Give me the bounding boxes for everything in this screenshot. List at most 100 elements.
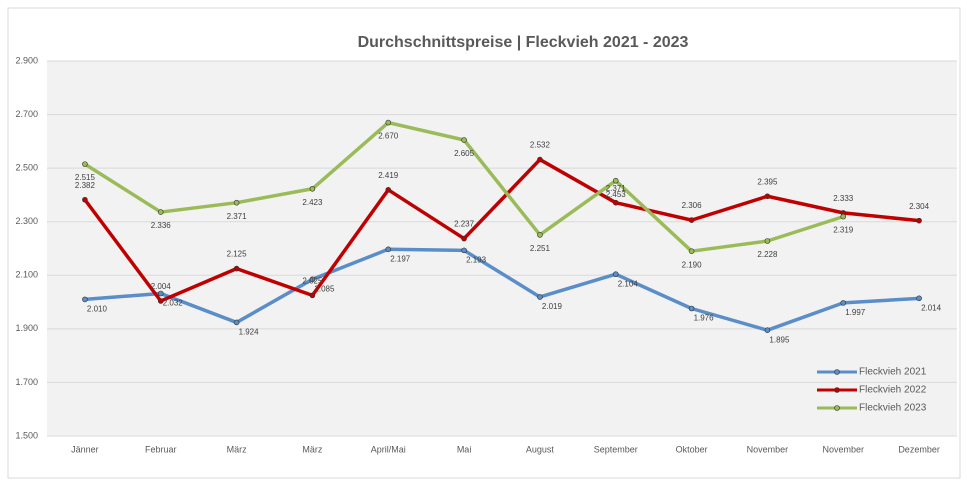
data-label: 2.419 <box>378 171 399 180</box>
series-line <box>83 157 920 303</box>
data-point <box>537 156 543 163</box>
data-point <box>688 305 695 312</box>
plot-area <box>47 61 957 436</box>
data-point <box>157 298 164 304</box>
y-tick-label: 1.500 <box>15 430 38 440</box>
data-label: 2.532 <box>530 141 551 150</box>
data-point <box>385 119 392 126</box>
data-label: 2.371 <box>606 184 627 193</box>
data-point <box>916 217 922 224</box>
data-point <box>688 217 695 223</box>
data-point <box>309 185 316 192</box>
y-tick-label: 2.700 <box>15 109 38 119</box>
data-point <box>233 319 240 326</box>
data-label: 2.371 <box>227 212 248 221</box>
legend-marker <box>834 369 840 375</box>
data-label: 2.228 <box>757 250 778 259</box>
x-tick-label: Jänner <box>71 444 99 454</box>
data-label: 2.010 <box>87 305 108 314</box>
x-tick-label: Oktober <box>676 444 708 454</box>
data-point <box>537 232 543 238</box>
legend-marker <box>834 387 840 393</box>
data-label: 2.025 <box>302 276 323 285</box>
data-label: 2.125 <box>227 250 248 259</box>
data-point <box>309 276 316 283</box>
data-point <box>385 246 392 253</box>
legend-marker <box>834 405 840 411</box>
data-label: 1.976 <box>694 314 715 323</box>
x-tick-label: März <box>227 444 247 454</box>
data-label: 2.032 <box>163 299 184 308</box>
data-point <box>233 265 240 272</box>
data-point <box>764 327 771 333</box>
data-point <box>82 161 88 167</box>
x-tick-label: November <box>747 444 789 454</box>
data-point <box>764 238 771 244</box>
y-tick-label: 1.900 <box>15 323 38 333</box>
data-label: 2.019 <box>542 302 563 311</box>
data-label: 2.004 <box>151 282 172 291</box>
data-point <box>688 248 695 254</box>
data-point <box>537 294 543 300</box>
data-label: 2.193 <box>466 255 487 264</box>
x-tick-label: Dezember <box>898 444 940 454</box>
data-point <box>385 187 392 193</box>
data-point <box>764 193 771 200</box>
data-label: 2.515 <box>75 173 96 182</box>
data-label: 2.190 <box>682 260 703 269</box>
data-point <box>840 213 847 220</box>
legend-label: Fleckvieh 2023 <box>859 403 927 414</box>
y-tick-label: 2.500 <box>15 163 38 173</box>
data-label: 2.251 <box>530 244 551 253</box>
x-tick-label: Mai <box>457 444 472 454</box>
data-label: 2.306 <box>682 201 703 210</box>
data-label: 2.237 <box>454 220 475 229</box>
x-tick-label: April/Mai <box>371 444 406 454</box>
data-label: 2.336 <box>151 221 172 230</box>
data-point <box>157 209 164 215</box>
data-point <box>82 196 88 203</box>
x-tick-label: September <box>594 444 638 454</box>
data-label: 2.395 <box>757 177 778 186</box>
data-point <box>612 199 619 206</box>
series-line <box>84 247 920 332</box>
data-label: 2.605 <box>454 149 475 158</box>
data-point <box>840 300 847 306</box>
data-point <box>612 177 619 184</box>
data-label: 2.085 <box>314 284 335 293</box>
data-label: 2.423 <box>302 198 323 207</box>
data-point <box>916 295 922 302</box>
x-tick-label: März <box>302 444 322 454</box>
data-label: 1.924 <box>239 328 260 337</box>
data-point <box>233 199 240 206</box>
y-tick-label: 1.700 <box>15 377 38 387</box>
data-label: 2.104 <box>618 279 639 288</box>
data-point <box>309 292 316 299</box>
data-label: 2.304 <box>909 202 930 211</box>
data-label: 2.382 <box>75 181 96 190</box>
data-label: 2.319 <box>833 226 854 235</box>
y-tick-label: 2.300 <box>15 216 38 226</box>
data-label: 1.895 <box>769 335 790 344</box>
data-label: 1.997 <box>845 308 866 317</box>
data-point <box>157 290 164 297</box>
data-label: 2.197 <box>390 254 411 263</box>
data-label: 2.453 <box>606 190 627 199</box>
x-tick-label: Februar <box>145 444 177 454</box>
x-tick-label: November <box>822 444 864 454</box>
y-tick-label: 2.100 <box>15 270 38 280</box>
data-point <box>82 296 88 303</box>
legend-label: Fleckvieh 2022 <box>859 385 927 396</box>
x-tick-label: August <box>526 444 555 454</box>
chart-title: Durchschnittspreise | Fleckvieh 2021 - 2… <box>358 34 689 51</box>
data-point <box>461 235 467 242</box>
y-tick-label: 2.900 <box>15 55 38 65</box>
data-point <box>461 247 467 254</box>
data-point <box>612 271 619 278</box>
data-label: 2.333 <box>833 194 854 203</box>
data-label: 2.670 <box>378 132 399 141</box>
legend-label: Fleckvieh 2021 <box>859 367 927 378</box>
data-label: 2.014 <box>921 303 942 312</box>
data-point <box>461 137 467 143</box>
